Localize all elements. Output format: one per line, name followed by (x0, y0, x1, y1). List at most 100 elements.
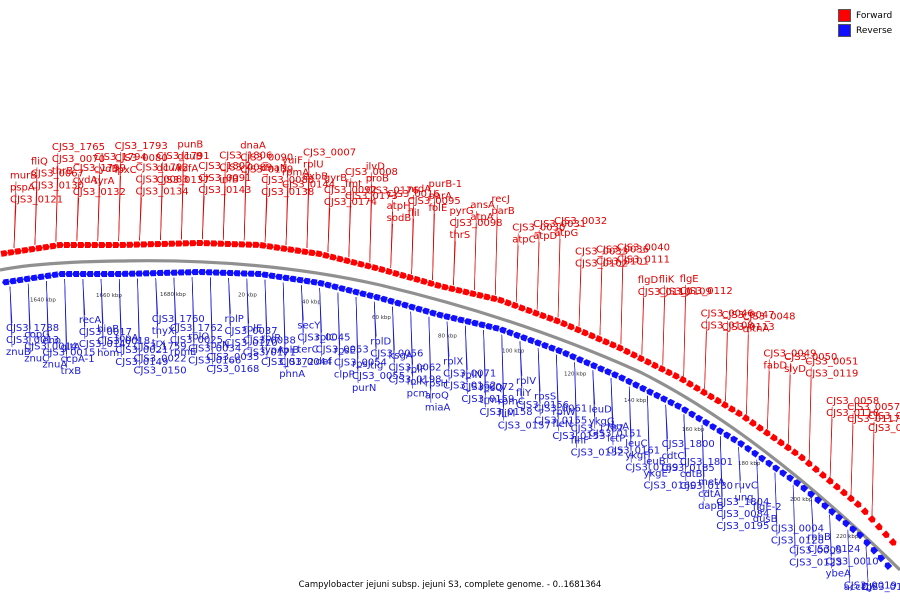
reverse-gene-arrow (51, 271, 59, 279)
forward-leader-line (536, 242, 540, 310)
forward-leader-line (390, 223, 393, 269)
reverse-gene-label: CJS3_0022 (133, 354, 186, 365)
reverse-gene-arrow (513, 331, 521, 340)
forward-gene-label: atpD (533, 231, 557, 242)
forward-gene-arrow (168, 240, 176, 247)
reverse-gene-arrow (135, 270, 143, 277)
forward-gene-arrow (336, 255, 344, 263)
reverse-leader-line (811, 499, 814, 545)
reverse-leader-line (82, 278, 86, 340)
reverse-gene-label: pcm (407, 389, 429, 400)
reverse-gene-label: CJS3_0195 (716, 521, 769, 532)
reverse-gene-arrow (198, 269, 206, 276)
reverse-gene-arrow (37, 273, 45, 281)
forward-gene-arrow (28, 245, 36, 253)
forward-gene-arrow (280, 245, 288, 252)
reverse-gene-arrow (345, 286, 353, 294)
reverse-gene-label: CJS3_0153 (552, 431, 605, 442)
forward-gene-arrow (441, 283, 449, 291)
forward-leader-line (411, 218, 414, 274)
reverse-gene-label: CJS3_0127 (862, 582, 900, 593)
forward-gene-arrow (539, 311, 547, 320)
forward-gene-arrow (399, 271, 407, 279)
reverse-gene-label: thyX (152, 326, 175, 337)
reverse-gene-arrow (562, 350, 570, 358)
forward-gene-arrow (119, 241, 127, 248)
forward-gene-arrow (755, 423, 764, 432)
forward-gene-label: CJS3_0032 (554, 216, 607, 227)
reverse-gene-arrow (863, 539, 872, 547)
reverse-leader-line (46, 281, 49, 360)
reverse-gene-label: rplR (261, 333, 281, 344)
forward-leader-line (139, 197, 142, 241)
reverse-gene-label: CJS3_0172 (261, 357, 314, 368)
reverse-gene-label: znuB (6, 347, 31, 358)
forward-gene-label: rbfA (177, 164, 198, 175)
reverse-gene-label: purN (352, 383, 376, 394)
reverse-gene-label: CJS3_1800 (662, 439, 715, 450)
reverse-leader-line (392, 306, 395, 375)
reverse-gene-label: trxB (61, 366, 82, 377)
reverse-gene-label: ung (735, 493, 754, 504)
tick-label: 220 kbp (836, 534, 859, 540)
reverse-leader-line (610, 378, 614, 446)
forward-gene-arrow (147, 241, 155, 248)
reverse-gene-label: CJS3_0004 (771, 524, 824, 535)
forward-gene-arrow (706, 392, 715, 401)
forward-gene-arrow (818, 470, 827, 479)
reverse-leader-line (865, 546, 869, 583)
forward-gene-arrow (322, 251, 330, 259)
reverse-gene-arrow (170, 269, 178, 276)
reverse-gene-label: miaA (425, 403, 451, 414)
forward-leader-line (306, 182, 310, 249)
reverse-gene-label: rplP (225, 314, 244, 325)
reverse-gene-arrow (366, 292, 374, 300)
forward-leader-line (474, 223, 477, 291)
forward-features (0, 239, 897, 546)
reverse-gene-arrow (478, 321, 486, 329)
forward-gene-label: fliI (408, 208, 420, 219)
reverse-gene-label: accD (844, 582, 869, 593)
reverse-gene-arrow (765, 459, 774, 468)
reverse-leader-line (592, 370, 596, 429)
reverse-gene-arrow (821, 502, 830, 511)
reverse-gene-label: leuD (589, 404, 612, 415)
reverse-gene-label: rplF (407, 365, 426, 376)
reverse-gene-arrow (618, 374, 627, 383)
forward-leader-line (641, 297, 645, 355)
reverse-gene-label: leuC (625, 439, 647, 450)
reverse-leader-line (465, 325, 468, 394)
reverse-gene-label: flgE-2 (753, 502, 782, 513)
forward-gene-arrow (35, 244, 43, 252)
reverse-gene-arrow (877, 554, 886, 563)
forward-gene-label: CJS3_0036 (596, 245, 649, 256)
reverse-gene-label: topA (115, 333, 138, 344)
reverse-gene-label: rpsH (425, 379, 448, 390)
forward-gene-arrow (56, 241, 64, 249)
reverse-gene-label: CJS3_1759 (133, 342, 186, 353)
reverse-gene-arrow (667, 398, 676, 407)
reverse-leader-line (191, 277, 195, 356)
reverse-gene-arrow (744, 444, 753, 453)
reverse-leader-line (665, 404, 668, 463)
forward-gene-label: infB (219, 175, 239, 186)
reverse-gene-label: ykgF (625, 451, 649, 462)
reverse-gene-label: ykgE (643, 469, 667, 480)
reverse-gene-arrow (681, 406, 690, 415)
reverse-gene-label: copG (24, 329, 50, 340)
reverse-gene-label: CJS3_0185 (662, 463, 715, 474)
forward-gene-arrow (196, 239, 204, 247)
forward-gene-arrow (427, 279, 435, 287)
forward-gene-arrow (769, 433, 778, 442)
reverse-gene-label: CJS3_0038 (243, 335, 296, 346)
reverse-gene-label: fliY (516, 388, 532, 399)
forward-gene-arrow (560, 319, 568, 328)
forward-gene-arrow (650, 361, 659, 370)
forward-leader-line (34, 191, 38, 245)
forward-gene-arrow (259, 242, 267, 249)
forward-gene-arrow (294, 247, 302, 254)
reverse-gene-label: CJS3_0162 (443, 381, 496, 392)
reverse-gene-label: CJS3_0159 (461, 394, 514, 405)
forward-gene-label: ilvD (366, 161, 385, 172)
